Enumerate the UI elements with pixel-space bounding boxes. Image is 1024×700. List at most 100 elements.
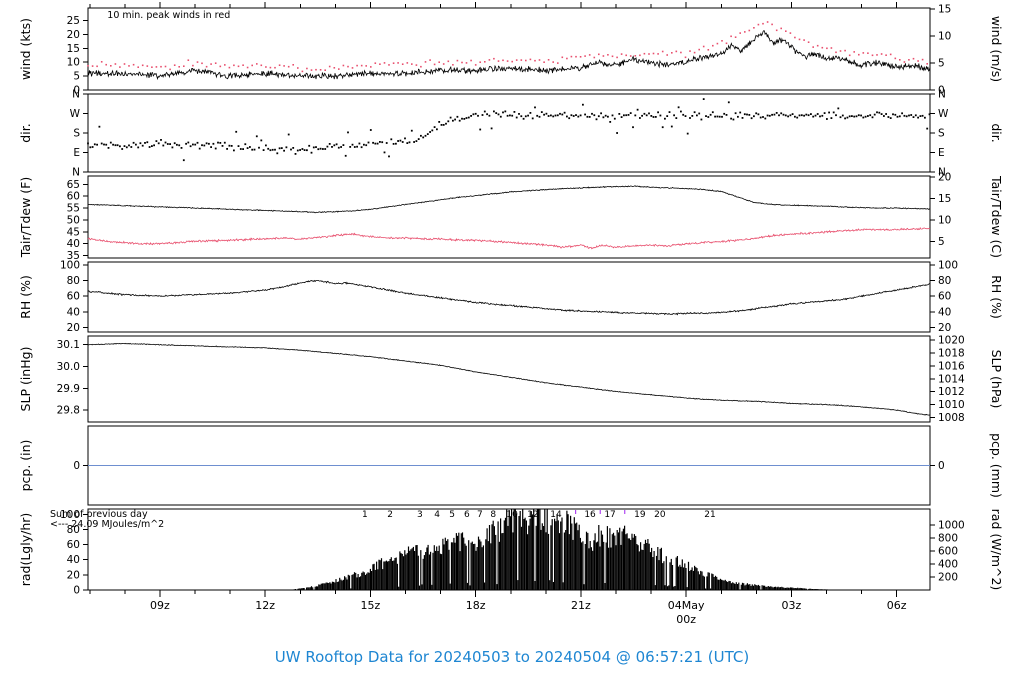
svg-text:00z: 00z [676, 613, 696, 626]
svg-text:29.9: 29.9 [57, 383, 80, 395]
svg-text:N: N [938, 89, 946, 101]
svg-text:80: 80 [67, 524, 80, 536]
svg-text:0: 0 [73, 585, 80, 597]
svg-text:2: 2 [387, 510, 393, 520]
svg-text:100: 100 [60, 509, 80, 521]
svg-text:17: 17 [604, 510, 615, 520]
svg-text:5: 5 [449, 510, 455, 520]
svg-text:N: N [938, 167, 946, 179]
svg-text:1014: 1014 [938, 373, 965, 385]
svg-text:0: 0 [938, 85, 945, 97]
svg-text:200: 200 [938, 571, 958, 583]
svg-text:8: 8 [490, 510, 496, 520]
svg-text:E: E [938, 147, 945, 159]
svg-text:40: 40 [67, 238, 80, 250]
svg-text:6: 6 [464, 510, 470, 520]
svg-text:20: 20 [938, 172, 951, 184]
svg-text:100: 100 [60, 260, 80, 272]
svg-text:800: 800 [938, 532, 958, 544]
svg-text:55: 55 [67, 203, 80, 215]
svg-text:wind (kts): wind (kts) [18, 18, 33, 80]
svg-text:03z: 03z [782, 599, 802, 612]
svg-text:60: 60 [67, 539, 80, 551]
svg-text:60: 60 [938, 291, 951, 303]
svg-text:W: W [70, 108, 81, 120]
svg-text:W: W [938, 108, 949, 120]
svg-text:0: 0 [73, 85, 80, 97]
svg-text:20: 20 [67, 29, 80, 41]
svg-text:E: E [73, 147, 80, 159]
svg-text:Sum of previous day: Sum of previous day [50, 509, 148, 520]
svg-text:60: 60 [67, 191, 80, 203]
svg-text:21: 21 [704, 510, 715, 520]
svg-text:S: S [73, 128, 80, 140]
svg-text:400: 400 [938, 558, 958, 570]
svg-text:5: 5 [73, 71, 80, 83]
svg-text:1: 1 [362, 510, 368, 520]
svg-text:20: 20 [654, 510, 666, 520]
svg-text:5: 5 [938, 236, 945, 248]
svg-text:10: 10 [67, 57, 80, 69]
svg-text:rad(Lgly/hr): rad(Lgly/hr) [18, 513, 33, 587]
svg-text:40: 40 [938, 306, 951, 318]
svg-text:1008: 1008 [938, 412, 965, 424]
svg-text:65: 65 [67, 179, 80, 191]
svg-text:rad (W/m^2): rad (W/m^2) [989, 509, 1004, 591]
svg-text:10 min. peak winds in red: 10 min. peak winds in red [107, 10, 230, 21]
svg-text:10: 10 [938, 30, 951, 42]
svg-text:35: 35 [67, 250, 80, 262]
svg-text:30.0: 30.0 [57, 361, 80, 373]
svg-text:1018: 1018 [938, 347, 965, 359]
svg-text:30.1: 30.1 [57, 339, 80, 351]
svg-text:09z: 09z [150, 599, 170, 612]
svg-text:14: 14 [550, 510, 562, 520]
panel-relative-humidity: 20 40 60 80 100 20 40 60 80 100 RH (%) RH (%) [18, 260, 1004, 334]
svg-text:1000: 1000 [938, 519, 965, 531]
svg-text:29.8: 29.8 [57, 405, 80, 417]
svg-text:dir.: dir. [989, 123, 1004, 142]
svg-text:SLP (inHg): SLP (inHg) [18, 347, 33, 412]
svg-text:80: 80 [938, 275, 951, 287]
svg-text:50: 50 [67, 214, 80, 226]
svg-text:1020: 1020 [938, 335, 965, 347]
svg-text:15z: 15z [361, 599, 381, 612]
svg-text:0: 0 [938, 460, 945, 472]
svg-text:5: 5 [938, 57, 945, 69]
svg-text:21z: 21z [571, 599, 591, 612]
svg-text:15: 15 [67, 43, 80, 55]
svg-text:19: 19 [634, 510, 646, 520]
svg-text:20: 20 [67, 569, 80, 581]
svg-text:pcp. (in): pcp. (in) [18, 440, 33, 492]
svg-text:pcp. (mm): pcp. (mm) [989, 433, 1004, 498]
svg-text:18z: 18z [466, 599, 486, 612]
svg-text:40: 40 [67, 554, 80, 566]
svg-text:SLP (hPa): SLP (hPa) [989, 350, 1004, 409]
svg-text:20: 20 [67, 322, 80, 334]
svg-text:dir.: dir. [18, 123, 33, 142]
svg-text:20: 20 [938, 322, 951, 334]
svg-text:1010: 1010 [938, 399, 965, 411]
svg-text:0: 0 [73, 460, 80, 472]
svg-text:06z: 06z [887, 599, 907, 612]
svg-text:N: N [72, 167, 80, 179]
svg-text:10: 10 [938, 214, 951, 226]
svg-text:45: 45 [67, 226, 80, 238]
svg-text:10: 10 [506, 510, 518, 520]
svg-text:RH (%): RH (%) [18, 275, 33, 319]
svg-text:7: 7 [477, 510, 483, 520]
svg-text:60: 60 [67, 291, 80, 303]
svg-text:80: 80 [67, 275, 80, 287]
svg-text:N: N [72, 89, 80, 101]
svg-text:12z: 12z [255, 599, 275, 612]
panel-precipitation: 0 0 pcp. (in) pcp. (mm) [18, 425, 1004, 506]
svg-text:RH (%): RH (%) [989, 275, 1004, 319]
svg-text:04May: 04May [668, 599, 705, 612]
chart-title: UW Rooftop Data for 20240503 to 20240504… [274, 648, 750, 666]
